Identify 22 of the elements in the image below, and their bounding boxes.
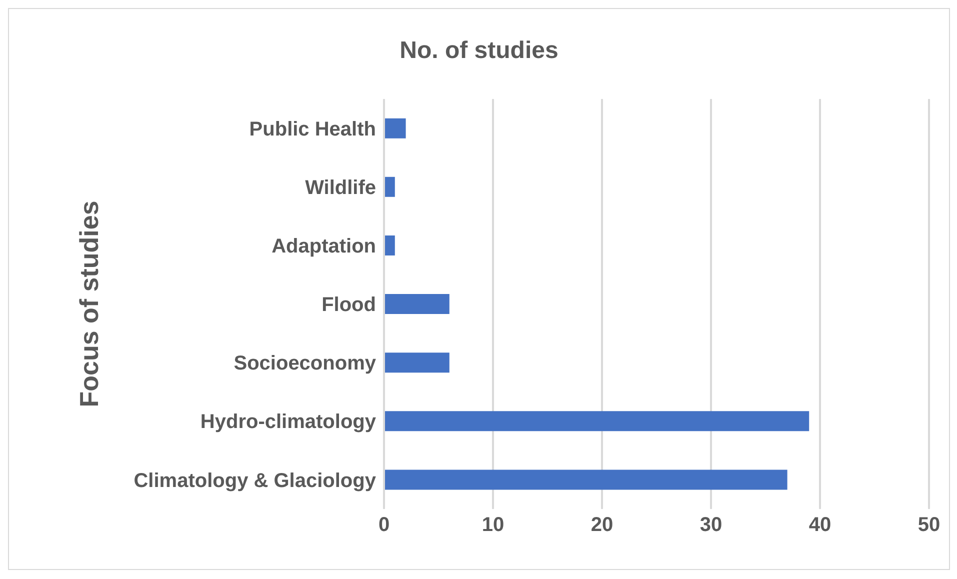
- x-tick-label: 10: [482, 514, 504, 536]
- y-tick-label: Socioeconomy: [234, 352, 377, 375]
- x-tick-label: 0: [378, 514, 390, 536]
- bar: [384, 470, 788, 490]
- y-axis-title: Focus of studies: [74, 200, 104, 408]
- x-tick-label: 40: [808, 514, 832, 536]
- x-tick-label: 20: [590, 514, 614, 536]
- bar: [384, 352, 450, 373]
- bar: [384, 294, 450, 314]
- bar: [384, 235, 395, 256]
- x-tick-label: 50: [918, 514, 940, 536]
- y-tick-label: Public Health: [249, 118, 376, 140]
- chart-title: No. of studies: [398, 37, 560, 65]
- bar: [384, 176, 395, 197]
- y-tick-label: Wildlife: [305, 176, 376, 199]
- y-tick-label: Flood: [322, 294, 376, 316]
- x-tick-label: 30: [700, 514, 722, 536]
- y-tick-label: Climatology & Glaciology: [134, 470, 377, 492]
- bar: [384, 118, 406, 138]
- bar: [384, 411, 810, 432]
- y-tick-label: Hydro-climatology: [200, 411, 377, 434]
- y-tick-label: Adaptation: [272, 236, 376, 258]
